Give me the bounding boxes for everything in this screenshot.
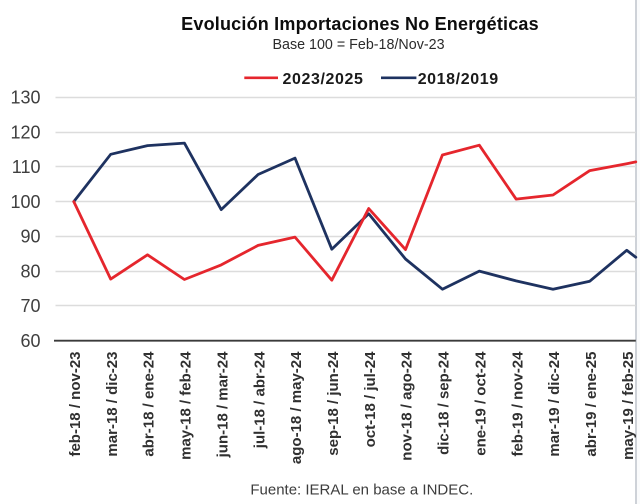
svg-text:mar-19 / dic-24: mar-19 / dic-24: [546, 351, 563, 457]
svg-text:80: 80: [20, 261, 40, 281]
svg-text:120: 120: [10, 122, 40, 142]
svg-text:2023/2025: 2023/2025: [283, 71, 364, 88]
svg-text:Fuente: IERAL en base a INDEC.: Fuente: IERAL en base a INDEC.: [250, 482, 473, 499]
svg-text:jul-18 / abr-24: jul-18 / abr-24: [251, 351, 268, 449]
svg-text:90: 90: [20, 227, 40, 247]
svg-text:ene-19 / oct-24: ene-19 / oct-24: [473, 351, 490, 456]
svg-text:nov-18 / ago-24: nov-18 / ago-24: [399, 351, 416, 461]
svg-text:jun-18 / mar-24: jun-18 / mar-24: [214, 351, 231, 459]
svg-text:may-19 / feb-25: may-19 / feb-25: [620, 352, 637, 460]
svg-text:2018/2019: 2018/2019: [418, 71, 499, 88]
svg-text:sep-18 / jun-24: sep-18 / jun-24: [325, 351, 342, 456]
svg-text:abr-18 / ene-24: abr-18 / ene-24: [141, 351, 158, 457]
svg-text:70: 70: [20, 296, 40, 316]
svg-text:feb-19 / nov-24: feb-19 / nov-24: [509, 351, 526, 457]
svg-text:110: 110: [12, 157, 41, 177]
svg-text:60: 60: [20, 331, 40, 351]
svg-text:dic-18 / sep-24: dic-18 / sep-24: [436, 351, 453, 455]
svg-text:oct-18 / jul-24: oct-18 / jul-24: [362, 351, 379, 448]
svg-text:100: 100: [10, 192, 40, 212]
svg-text:Evolución Importaciones No Ene: Evolución Importaciones No Energéticas: [181, 14, 539, 34]
svg-text:mar-18 / dic-23: mar-18 / dic-23: [104, 352, 121, 457]
svg-text:ago-18 / may-24: ago-18 / may-24: [288, 351, 305, 464]
svg-text:may-18 / feb-24: may-18 / feb-24: [178, 351, 195, 460]
svg-text:130: 130: [10, 88, 40, 108]
svg-text:Base 100 = Feb-18/Nov-23: Base 100 = Feb-18/Nov-23: [272, 37, 444, 53]
svg-text:feb-18 / nov-23: feb-18 / nov-23: [67, 352, 84, 457]
svg-text:abr-19 / ene-25: abr-19 / ene-25: [583, 352, 600, 457]
